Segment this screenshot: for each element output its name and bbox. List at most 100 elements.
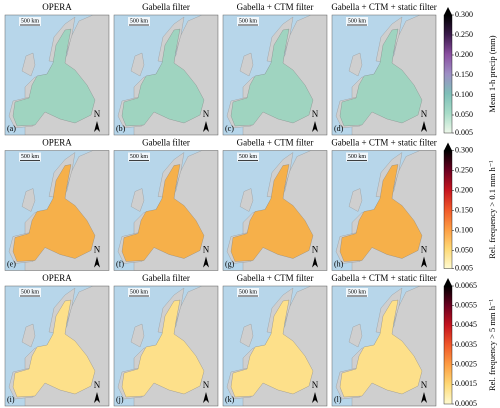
colorbar-tick-label: 0.0045 <box>455 320 477 329</box>
north-arrow <box>203 121 209 132</box>
map-frame <box>222 14 328 136</box>
north-label: N <box>312 380 319 390</box>
scale-box <box>346 288 368 297</box>
scale-box <box>237 152 259 162</box>
north-arrow <box>421 392 427 403</box>
scale-label: 500 km <box>21 18 40 24</box>
panel-label: (f) <box>116 259 124 268</box>
colorbar-tick-label: 0.100 <box>455 225 473 234</box>
map-frame <box>113 14 219 136</box>
scale-box <box>19 288 41 297</box>
panel-title: OPERA <box>42 138 72 148</box>
colorbar-tick-label: 0.200 <box>455 50 473 59</box>
colorbar-tick-label: 0.100 <box>455 90 473 99</box>
scale-box <box>19 152 41 162</box>
scale-label: 500 km <box>130 289 149 295</box>
panel-title: Gabella + CTM filter <box>237 2 314 12</box>
panel-title: Gabella + CTM filter <box>237 138 314 148</box>
scale-box <box>346 152 368 162</box>
scale-label: 500 km <box>130 154 149 160</box>
panel-label: (d) <box>334 124 344 133</box>
colorbar-tick-label: 0.250 <box>455 165 473 174</box>
north-arrow <box>421 121 427 132</box>
colorbar-tick-label: 0.300 <box>455 145 473 154</box>
scale-box <box>237 288 259 297</box>
north-label: N <box>203 380 210 390</box>
panel-label: (k) <box>225 395 235 404</box>
panel-label: (l) <box>334 395 342 404</box>
map-frame <box>222 150 328 271</box>
colorbar-label: Mean 1-h precip (mm) <box>487 35 497 112</box>
north-arrow <box>312 121 318 132</box>
north-label: N <box>203 245 210 255</box>
panel-title: Gabella + CTM filter <box>237 273 314 283</box>
colorbar-extend <box>444 278 452 286</box>
north-label: N <box>312 245 319 255</box>
panel-title: Gabella filter <box>142 273 190 283</box>
panel-title: Gabella filter <box>142 138 190 148</box>
colorbar <box>443 14 453 134</box>
map-frame <box>4 150 110 271</box>
north-label: N <box>94 109 101 119</box>
north-label: N <box>421 245 428 255</box>
colorbar-label: Rel. frequency > 0.1 mm h⁻¹ <box>487 160 497 259</box>
scale-label: 500 km <box>239 289 258 295</box>
panel-label: (e) <box>7 259 16 268</box>
panel-label: (h) <box>334 259 344 268</box>
north-arrow <box>312 392 318 403</box>
north-label: N <box>312 109 319 119</box>
panel-label: (j) <box>116 395 124 404</box>
north-arrow <box>312 256 318 268</box>
colorbar-tick-label: 0.0025 <box>455 359 477 368</box>
scale-label: 500 km <box>130 18 149 24</box>
colorbar-tick-label: 0.250 <box>455 30 473 39</box>
scale-label: 500 km <box>239 154 258 160</box>
north-label: N <box>421 380 428 390</box>
colorbar-tick-label: 0.150 <box>455 205 473 214</box>
colorbar-tick-label: 0.050 <box>455 245 473 254</box>
map-frame <box>4 285 110 407</box>
north-arrow <box>94 392 100 403</box>
map-frame <box>113 150 219 271</box>
north-label: N <box>203 109 210 119</box>
north-arrow <box>203 256 209 268</box>
panel-title: Gabella + CTM + static filter <box>331 273 436 283</box>
scale-label: 500 km <box>348 18 367 24</box>
north-label: N <box>94 245 101 255</box>
panel-title: Gabella + CTM + static filter <box>331 2 436 12</box>
map-frame <box>113 285 219 407</box>
map-frame <box>4 14 110 136</box>
colorbar-extend <box>444 142 452 151</box>
panel-title: Gabella + CTM + static filter <box>331 138 436 148</box>
north-arrow <box>94 121 100 132</box>
colorbar-label: Rel. frequency > 5 mm h⁻¹ <box>487 299 497 392</box>
panel-label: (b) <box>116 124 126 133</box>
scale-box <box>128 152 150 162</box>
north-arrow <box>421 256 427 268</box>
map-frame <box>331 14 437 136</box>
map-frame <box>331 285 437 407</box>
colorbar-tick-label: 0.200 <box>455 185 473 194</box>
scale-label: 500 km <box>348 289 367 295</box>
scale-label: 500 km <box>21 154 40 160</box>
scale-label: 500 km <box>21 289 40 295</box>
scale-label: 500 km <box>239 18 258 24</box>
north-arrow <box>94 256 100 268</box>
scale-label: 500 km <box>348 154 367 160</box>
map-frame <box>222 285 328 407</box>
scale-box <box>237 17 259 26</box>
panel-title: OPERA <box>42 2 72 12</box>
scale-box <box>128 288 150 297</box>
colorbar-tick-label: 0.0015 <box>455 379 477 388</box>
colorbar-tick-label: 0.0055 <box>455 300 477 309</box>
panel-label: (a) <box>7 124 16 133</box>
colorbar-tick-label: 0.005 <box>455 128 473 137</box>
colorbar-tick-label: 0.150 <box>455 70 473 79</box>
colorbar-tick-label: 0.300 <box>455 10 473 19</box>
north-arrow <box>203 392 209 403</box>
colorbar-tick-label: 0.0005 <box>455 399 477 408</box>
colorbar <box>443 285 453 405</box>
panel-label: (g) <box>225 259 235 268</box>
colorbar-extend <box>444 7 452 15</box>
